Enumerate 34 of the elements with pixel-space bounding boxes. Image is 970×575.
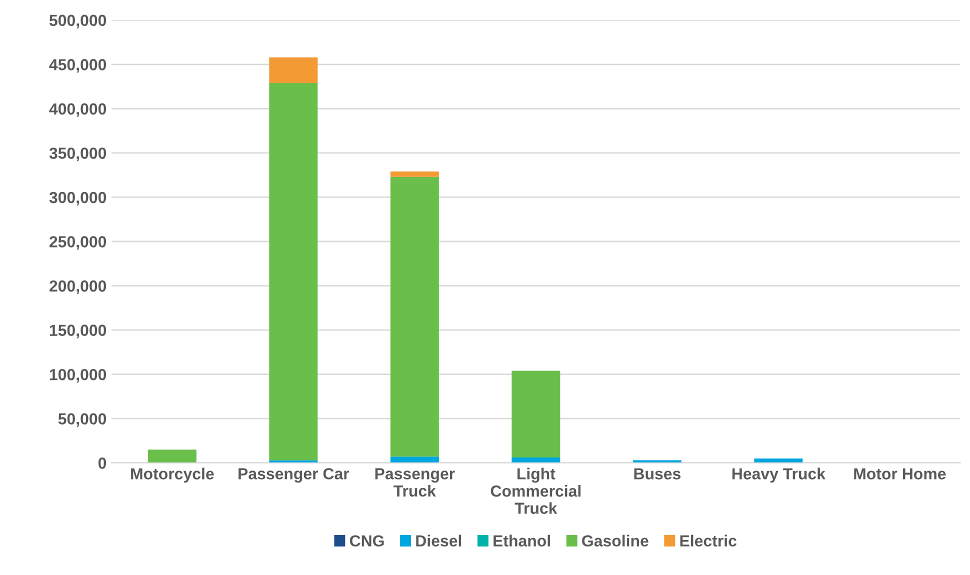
bar [390,176,439,457]
bar [390,456,439,463]
x-tick-label: Buses [634,468,680,480]
legend-label: Ethanol [494,534,550,547]
y-tick-label: 150,000 [50,324,106,338]
bar [390,172,439,177]
y-tick-label: 250,000 [50,236,106,250]
bar [269,57,318,83]
bar [512,458,560,463]
legend-label: CNG [350,535,384,547]
bar [754,458,803,463]
x-tick-label: Passenger Truck [375,468,455,497]
x-tick-label: Heavy Truck [732,468,826,483]
y-tick-label: 450,000 [49,59,106,73]
y-tick-label: 500,000 [49,14,106,28]
x-tick-label: Passenger Car [238,468,350,483]
x-tick-label: Light Commercial Truck [490,468,581,514]
legend-label: Gasoline [582,534,648,547]
y-tick-label: 350,000 [49,148,106,162]
y-tick-label: 300,000 [49,192,106,206]
bar [632,460,682,463]
y-tick-label: 0 [98,458,106,469]
x-tick-label: Motor Home [854,468,946,480]
bar [269,82,318,460]
legend-label: Electric [680,534,736,547]
y-tick-label: 400,000 [49,103,106,117]
x-tick-label: Motorcycle [131,468,214,483]
legend-label: Diesel [416,534,462,547]
bar [148,450,196,463]
bar [512,370,560,458]
y-tick-label: 50,000 [58,413,106,427]
y-tick-label: 200,000 [50,280,106,294]
bar [269,460,318,463]
y-tick-label: 100,000 [50,368,106,383]
